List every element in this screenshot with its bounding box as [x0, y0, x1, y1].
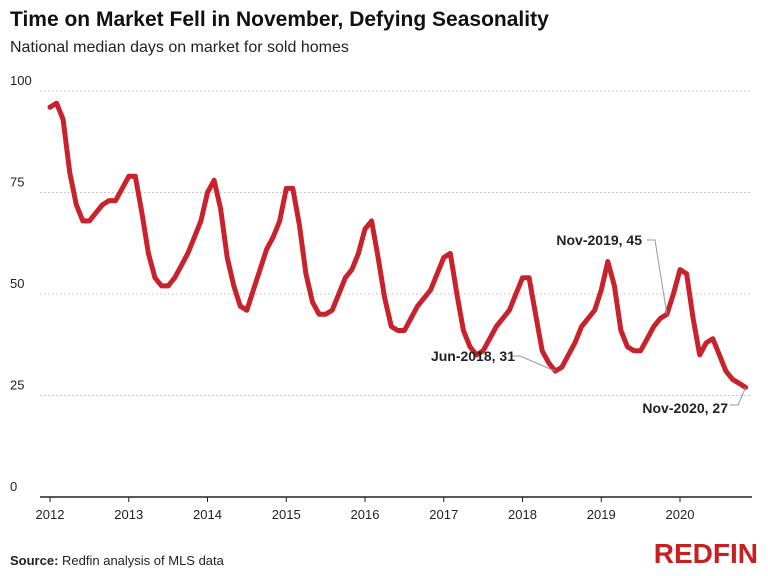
annotation-label: Jun-2018, 31: [431, 348, 515, 364]
x-tick-label: 2016: [351, 507, 380, 522]
annotation-leader: [730, 387, 747, 406]
x-tick-label: 2017: [429, 507, 458, 522]
y-tick-label: 50: [10, 276, 24, 291]
chart-subtitle: National median days on market for sold …: [10, 39, 349, 56]
x-tick-label: 2012: [36, 507, 65, 522]
y-tick-label: 0: [10, 479, 17, 494]
annotation-label: Nov-2019, 45: [556, 232, 642, 248]
source-label: Source:: [10, 553, 59, 568]
y-tick-label: 75: [10, 175, 24, 190]
source-text: Redfin analysis of MLS data: [58, 553, 224, 568]
annotation-leader: [512, 355, 556, 372]
x-tick-label: 2020: [666, 507, 695, 522]
source-note: Source: Redfin analysis of MLS data: [10, 553, 224, 568]
x-tick-label: 2018: [508, 507, 537, 522]
y-tick-label: 25: [10, 378, 24, 393]
x-tick-label: 2013: [114, 507, 143, 522]
x-tick-label: 2015: [272, 507, 301, 522]
redfin-logo: REDFIN: [653, 538, 758, 569]
x-tick-label: 2014: [193, 507, 222, 522]
x-tick-label: 2019: [587, 507, 616, 522]
annotation-leader: [647, 239, 668, 315]
chart-title: Time on Market Fell in November, Defying…: [10, 8, 549, 31]
y-tick-label: 100: [10, 73, 32, 88]
annotation-label: Nov-2020, 27: [642, 400, 728, 416]
